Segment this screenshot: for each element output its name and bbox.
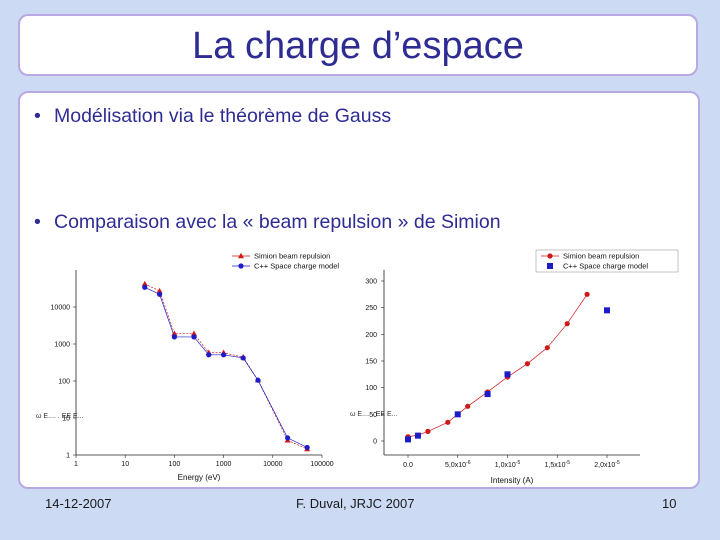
- bullet-item: • Comparaison avec la « beam repulsion » …: [34, 211, 501, 234]
- data-point: [206, 352, 212, 358]
- legend-marker: [547, 263, 553, 269]
- x-tick-label: 1: [74, 461, 78, 468]
- data-point: [544, 345, 550, 351]
- y-tick-label: 10000: [51, 305, 71, 312]
- chart-annotation: ω E.... . EE E...: [350, 411, 398, 418]
- content-box: • Modélisation via le théorème de Gauss •…: [18, 91, 700, 489]
- x-tick-label: 1,0x10-5: [495, 460, 521, 469]
- x-axis-label: Energy (eV): [178, 473, 221, 482]
- y-tick-label: 300: [365, 279, 377, 286]
- y-tick-label: 100: [58, 379, 70, 386]
- data-point: [255, 377, 261, 383]
- series-line: [144, 283, 308, 450]
- bullet-item: • Modélisation via le théorème de Gauss: [34, 105, 391, 128]
- series-line: [144, 287, 308, 448]
- x-tick-label: 10: [121, 461, 129, 468]
- data-point: [504, 371, 511, 378]
- series-line: [407, 294, 588, 438]
- y-tick-label: 1: [66, 453, 70, 460]
- x-axis-label: Intensity (A): [491, 476, 534, 485]
- data-point: [484, 391, 491, 398]
- x-tick-label: 0.0: [403, 462, 413, 469]
- chart-annotation: ω E.... . EE E...: [36, 413, 84, 420]
- y-tick-label: 250: [365, 305, 377, 312]
- data-point: [445, 419, 451, 425]
- y-tick-label: 1000: [54, 342, 70, 349]
- data-point: [190, 330, 197, 336]
- data-point: [142, 284, 148, 290]
- data-point: [156, 291, 163, 297]
- bullet-marker: •: [34, 211, 41, 233]
- data-point: [285, 435, 291, 441]
- data-point: [240, 355, 246, 361]
- slide-title: La charge d’espace: [192, 25, 524, 67]
- slide-number: 10: [662, 496, 677, 511]
- data-point: [171, 334, 177, 340]
- data-point: [604, 307, 610, 314]
- title-box: La charge d’espace: [18, 14, 698, 76]
- legend-label: C++ Space charge model: [254, 262, 339, 271]
- footer-author: F. Duval, JRJC 2007: [296, 496, 415, 511]
- legend-marker: [547, 253, 553, 259]
- data-point: [584, 291, 590, 297]
- legend-label: C++ Space charge model: [563, 262, 648, 271]
- x-tick-label: 10000: [263, 461, 283, 468]
- data-point: [191, 334, 197, 340]
- x-tick-label: 100000: [310, 461, 333, 468]
- bullet-text: Comparaison avec la « beam repulsion » d…: [54, 211, 501, 233]
- data-point: [425, 428, 431, 434]
- y-tick-label: 150: [365, 359, 377, 366]
- bullet-marker: •: [34, 105, 41, 127]
- x-tick-label: 1000: [216, 461, 232, 468]
- legend-marker: [238, 263, 244, 269]
- footer-date: 14-12-2007: [45, 496, 112, 511]
- data-point: [171, 330, 178, 336]
- y-tick-label: 0: [373, 439, 377, 446]
- y-tick-label: 100: [365, 385, 377, 392]
- data-point: [524, 361, 531, 367]
- x-tick-label: 2,0x10-5: [594, 460, 620, 469]
- legend-box: [535, 249, 679, 273]
- data-point: [405, 436, 411, 443]
- y-tick-label: 50: [369, 412, 377, 419]
- data-point: [141, 280, 148, 287]
- legend-label: Simion beam repulsion: [563, 252, 639, 261]
- bullet-text: Modélisation via le théorème de Gauss: [54, 105, 392, 127]
- x-tick-label: 1,5x10-5: [545, 460, 571, 469]
- x-tick-label: 100: [169, 461, 181, 468]
- data-point: [465, 403, 471, 409]
- data-point: [304, 444, 310, 451]
- data-point: [414, 432, 421, 439]
- legend-marker: [238, 252, 244, 259]
- data-point: [156, 287, 163, 294]
- x-tick-label: 5,0x10-6: [445, 460, 471, 469]
- data-point: [221, 352, 227, 358]
- legend-label: Simion beam repulsion: [254, 252, 330, 261]
- data-point: [454, 411, 461, 418]
- y-tick-label: 10: [62, 416, 70, 423]
- y-tick-label: 200: [365, 332, 377, 339]
- data-point: [564, 321, 570, 327]
